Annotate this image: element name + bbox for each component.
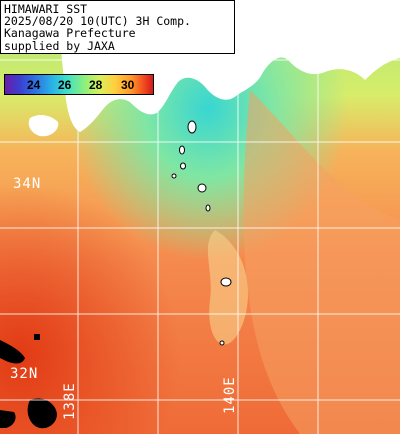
region-name: Kanagawa Prefecture: [4, 26, 136, 41]
island-kozushima: [197, 183, 207, 193]
colorbar-tick-28: 28: [89, 78, 103, 92]
island-niijima: [180, 162, 186, 170]
island-aogashima: [219, 340, 225, 346]
colorbar-tick-30: 30: [121, 78, 135, 92]
data-credit: supplied by JAXA: [4, 38, 115, 53]
latitude-label-34n: 34N: [13, 176, 42, 192]
nodata-patch-2: [27, 398, 57, 429]
product-title: HIMAWARI SST: [4, 2, 88, 16]
nodata-patch-4: [34, 334, 40, 340]
colorbar-tick-24: 24: [27, 78, 41, 92]
island-mikurajima: [205, 204, 211, 212]
colorbar-tick-26: 26: [58, 78, 72, 92]
timestamp: 2025/08/20 10(UTC) 3H Comp.: [4, 14, 191, 29]
longitude-label-138e: 138E: [62, 382, 78, 420]
island-oshima: [187, 120, 197, 134]
latitude-label-32n: 32N: [10, 366, 39, 382]
nodata-patch-3: [0, 410, 16, 428]
island-toshima: [179, 145, 185, 155]
island-hachijojima: [220, 277, 232, 287]
info-box: HIMAWARI SST 2025/08/20 10(UTC) 3H Comp.…: [0, 0, 235, 54]
temperature-colorbar: 24 26 28 30: [4, 74, 154, 95]
warm-band-east: [243, 90, 400, 434]
island-shikinejima: [171, 173, 177, 179]
longitude-label-140e: 140E: [222, 376, 238, 414]
nodata-patch-1: [0, 340, 25, 364]
land-cape: [28, 115, 59, 137]
